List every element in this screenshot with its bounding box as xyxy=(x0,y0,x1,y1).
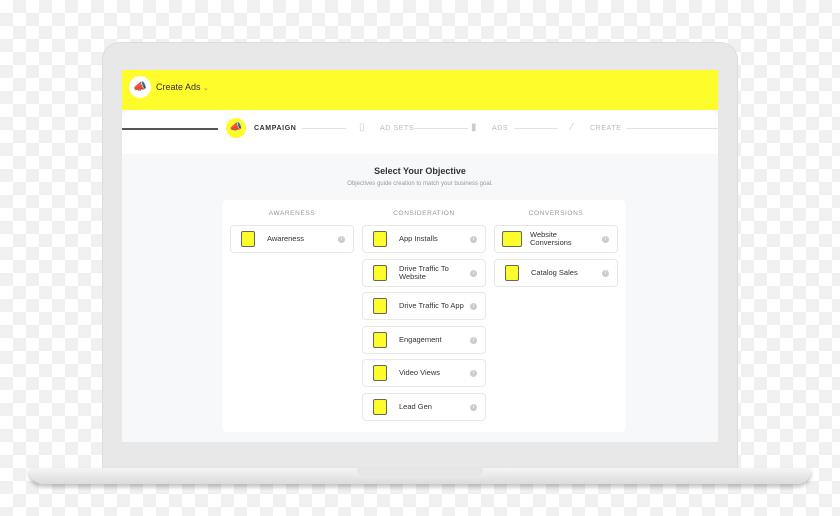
objective-label: Website Conversions xyxy=(530,230,572,247)
phone-icon: ▮ xyxy=(470,122,478,133)
phone-web-icon xyxy=(373,264,387,281)
objective-app-installs[interactable]: App Installs i xyxy=(362,225,486,253)
top-bar: 📣 Create Ads ⌄ xyxy=(122,70,718,110)
info-icon[interactable]: i xyxy=(470,403,477,411)
page-subtitle: Objectives guide creation to match your … xyxy=(347,181,493,187)
info-icon[interactable]: i xyxy=(470,336,477,344)
step-divider xyxy=(414,128,468,129)
step-label: AD SETS xyxy=(380,124,415,132)
objective-label: Awareness xyxy=(267,234,304,243)
objective-video-views[interactable]: Video Views i xyxy=(362,359,486,387)
step-create[interactable]: ⁄ CREATE xyxy=(562,118,621,138)
objective-catalog-sales[interactable]: Catalog Sales i xyxy=(494,258,618,287)
objective-label: Video Views xyxy=(399,368,441,377)
objective-website-conversions[interactable]: Website Conversions i xyxy=(494,225,618,253)
monitor-cart-icon xyxy=(502,231,522,247)
objective-label: Drive Traffic To App xyxy=(399,301,464,310)
objective-drive-traffic-app[interactable]: Drive Traffic To App i xyxy=(362,292,486,320)
magic-wand-icon: ⁄ xyxy=(570,122,574,133)
step-divider xyxy=(514,128,558,129)
step-divider xyxy=(626,128,718,129)
column-consideration: CONSIDERATION App Installs i Drive Traffi… xyxy=(362,200,486,426)
phone-video-icon xyxy=(373,365,387,381)
megaphone-icon[interactable]: 📣 xyxy=(129,76,151,98)
step-label: CREATE xyxy=(590,124,622,132)
column-conversions: CONVERSIONS Website Conversions i Catalog… xyxy=(494,200,618,292)
info-icon[interactable]: i xyxy=(470,269,477,277)
step-progress: 📣 CAMPAIGN ▯ AD SETS ▮ ADS ⁄ CREATE xyxy=(122,110,718,154)
step-label: CAMPAIGN xyxy=(254,124,297,132)
create-ads-menu[interactable]: Create Ads ⌄ xyxy=(156,82,209,92)
column-title: CONVERSIONS xyxy=(528,210,584,217)
phone-catalog-icon xyxy=(505,264,519,281)
column-awareness: AWARENESS Awareness i xyxy=(230,200,354,259)
laptop-notch xyxy=(357,468,483,476)
step-campaign[interactable]: 📣 CAMPAIGN xyxy=(226,118,296,138)
objective-label: App Installs xyxy=(399,234,438,243)
ghost-chat-icon xyxy=(373,331,387,348)
objective-label: Engagement xyxy=(399,334,442,344)
chevron-down-icon: ⌄ xyxy=(203,85,209,92)
objective-panel: AWARENESS Awareness i CONSIDERATION App I… xyxy=(222,200,626,432)
info-icon[interactable]: i xyxy=(470,303,477,310)
magnifier-icon xyxy=(373,398,387,415)
info-icon[interactable]: i xyxy=(338,236,345,243)
column-title: CONSIDERATION xyxy=(393,210,455,217)
step-ads[interactable]: ▮ ADS xyxy=(464,118,508,138)
objective-engagement[interactable]: Engagement i xyxy=(362,325,486,354)
phone-app-icon xyxy=(373,298,387,314)
objective-label: Drive Traffic To Website xyxy=(399,263,449,281)
siren-icon xyxy=(241,231,255,247)
info-icon[interactable]: i xyxy=(470,236,477,243)
laptop-base xyxy=(29,468,811,484)
objective-label: Lead Gen xyxy=(399,401,432,411)
objective-awareness[interactable]: Awareness i xyxy=(230,225,354,253)
megaphone-icon: 📣 xyxy=(226,118,246,138)
info-icon[interactable]: i xyxy=(602,236,609,243)
info-icon[interactable]: i xyxy=(602,269,609,277)
step-label: ADS xyxy=(492,124,509,132)
progress-line xyxy=(122,128,218,130)
objective-lead-gen[interactable]: Lead Gen i xyxy=(362,392,486,421)
step-ad-sets[interactable]: ▯ AD SETS xyxy=(352,118,414,138)
phone-download-icon xyxy=(373,231,387,247)
info-icon[interactable]: i xyxy=(470,370,477,377)
step-divider xyxy=(302,128,346,129)
column-title: AWARENESS xyxy=(268,210,316,217)
page-title: Select Your Objective xyxy=(374,166,466,176)
objective-drive-traffic-website[interactable]: Drive Traffic To Website i xyxy=(362,258,486,287)
objective-label: Catalog Sales xyxy=(531,267,578,277)
phone-stack-icon: ▯ xyxy=(358,122,366,133)
app-title: Create Ads xyxy=(156,82,201,92)
app-screen: 📣 Create Ads ⌄ 📣 CAMPAIGN ▯ AD SETS ▮ ADS ⁄… xyxy=(122,70,718,442)
